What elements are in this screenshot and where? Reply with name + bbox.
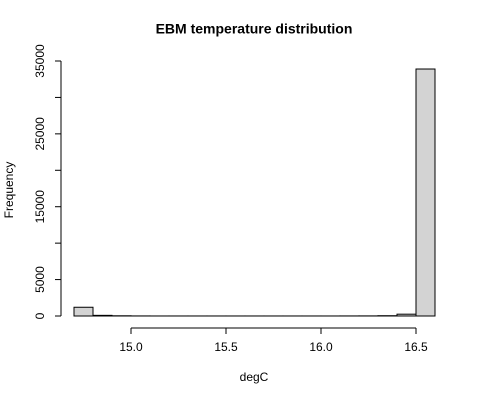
y-tick-label: 5000 (33, 266, 47, 293)
x-tick-label: 16.0 (309, 340, 333, 354)
bar (415, 68, 436, 317)
x-tick-label: 16.5 (404, 340, 428, 354)
x-tick-label: 15.0 (119, 340, 143, 354)
y-tick-label: 0 (33, 312, 47, 319)
bar (92, 314, 113, 317)
x-tick-label: 15.5 (214, 340, 238, 354)
bar (396, 313, 417, 317)
y-tick-label: 25000 (33, 117, 47, 151)
y-tick-label: 35000 (33, 44, 47, 78)
x-axis-label: degC (240, 370, 269, 384)
y-tick-label: 15000 (33, 190, 47, 224)
chart-title: EBM temperature distribution (156, 21, 353, 37)
bar (73, 306, 94, 317)
y-axis-label: Frequency (2, 162, 16, 219)
